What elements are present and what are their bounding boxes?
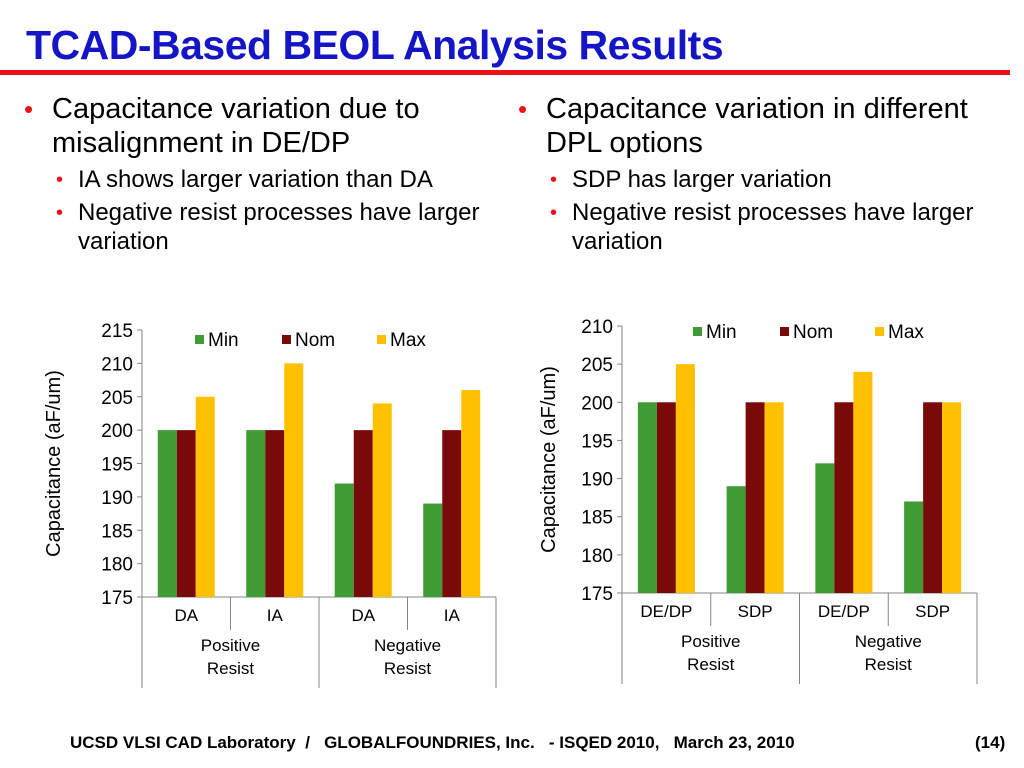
x-category-label: IA [267, 606, 284, 625]
bullet-dot-icon: • [550, 202, 558, 224]
bullet-dot-icon: • [56, 169, 64, 191]
sub-bullet-text: Negative resist processes have larger va… [572, 199, 974, 255]
legend-swatch-nom [780, 327, 789, 336]
bar-nom [353, 430, 373, 597]
bullet-dot-icon: • [550, 169, 558, 191]
bar-nom [923, 402, 943, 593]
bar-min [334, 483, 354, 597]
bar-nom [176, 430, 196, 597]
sub-bullet-item: • IA shows larger variation than DA [56, 165, 514, 194]
x-category-label: DE/DP [818, 602, 870, 621]
bar-max [461, 390, 481, 597]
x-category-label: DA [174, 606, 198, 625]
x-group-label: Positive [681, 632, 741, 651]
bar-nom [834, 402, 854, 593]
left-bullets: • Capacitance variation due to misalignm… [24, 92, 514, 260]
y-tick-label: 205 [101, 388, 133, 409]
bar-max [372, 403, 392, 597]
y-tick-label: 185 [101, 521, 133, 542]
x-group-label: Resist [687, 655, 735, 674]
legend-label: Min [208, 330, 239, 351]
bar-min [246, 430, 266, 597]
bar-nom [656, 402, 676, 593]
dpl-options-capacitance-chart: 175 180 185 190 195 200 205 210 Capacitance (aF/… [538, 317, 978, 684]
bullet-dot-icon: • [56, 202, 64, 224]
bar-nom [265, 430, 285, 597]
bar-max [853, 371, 873, 593]
sub-bullet-text: IA shows larger variation than DA [78, 166, 433, 193]
bullet-item: • Capacitance variation in different DPL… [518, 92, 1018, 160]
x-category-label: DE/DP [640, 602, 692, 621]
sub-bullet-item: • Negative resist processes have larger … [550, 198, 1018, 256]
y-tick-label: 215 [101, 321, 133, 342]
bullet-text: Capacitance variation in different DPL o… [546, 93, 968, 159]
y-tick-label: 175 [581, 584, 613, 605]
bar-nom [745, 402, 765, 593]
misalignment-capacitance-chart: 175 180 185 190 195 200 205 210 215 Capacitance (… [43, 321, 497, 688]
x-category-label: DA [351, 606, 375, 625]
x-category-label: IA [444, 606, 461, 625]
y-tick-label: 200 [101, 421, 133, 442]
bar-min [157, 430, 177, 597]
bar-max [284, 363, 304, 597]
bar-min [637, 402, 657, 593]
bar-max [675, 364, 695, 593]
y-tick-label: 195 [101, 455, 133, 476]
bar-min [815, 463, 835, 593]
legend-label: Min [706, 322, 737, 343]
page-number: (14) [975, 733, 1006, 752]
bullet-dot-icon: • [518, 94, 528, 124]
y-tick-label: 180 [581, 546, 613, 567]
x-group-label: Negative [374, 636, 441, 655]
y-tick-label: 210 [581, 317, 613, 338]
y-tick-label: 180 [101, 555, 133, 576]
legend-label: Nom [295, 330, 335, 351]
sub-bullet-text: Negative resist processes have larger va… [78, 199, 480, 255]
y-axis-label: Capacitance (aF/um) [43, 370, 65, 557]
legend-swatch-min [195, 335, 204, 344]
bar-min [726, 486, 746, 593]
bar-max [942, 402, 962, 593]
x-category-label: SDP [738, 602, 773, 621]
bar-max [764, 402, 784, 593]
bar-min [904, 501, 924, 593]
legend-swatch-min [693, 327, 702, 336]
bar-min [423, 503, 443, 597]
y-axis-label: Capacitance (aF/um) [538, 366, 560, 553]
sub-bullet-item: • SDP has larger variation [550, 165, 1018, 194]
sub-bullet-text: SDP has larger variation [572, 166, 832, 193]
x-group-label: Resist [865, 655, 913, 674]
bar-max [195, 396, 215, 597]
y-tick-label: 190 [101, 488, 133, 509]
title-divider [0, 70, 1010, 75]
slide-footer: UCSD VLSI CAD Laboratory / GLOBALFOUNDRI… [70, 733, 795, 752]
legend-label: Max [390, 330, 426, 351]
y-tick-label: 195 [581, 431, 613, 452]
legend-swatch-max [377, 335, 386, 344]
y-tick-label: 185 [581, 508, 613, 529]
x-group-label: Resist [207, 659, 255, 678]
legend-label: Nom [793, 322, 833, 343]
y-tick-label: 200 [581, 393, 613, 414]
sub-bullet-item: • Negative resist processes have larger … [56, 198, 514, 256]
x-group-label: Resist [384, 659, 432, 678]
bullet-text: Capacitance variation due to misalignmen… [52, 93, 420, 159]
y-tick-label: 210 [101, 354, 133, 375]
bullet-dot-icon: • [24, 94, 34, 124]
x-group-label: Positive [201, 636, 261, 655]
y-tick-label: 205 [581, 355, 613, 376]
slide-title: TCAD-Based BEOL Analysis Results [26, 22, 724, 68]
y-tick-label: 175 [101, 588, 133, 609]
legend-swatch-nom [282, 335, 291, 344]
x-category-label: SDP [915, 602, 950, 621]
legend-label: Max [888, 322, 924, 343]
legend-swatch-max [875, 327, 884, 336]
bar-nom [442, 430, 462, 597]
right-bullets: • Capacitance variation in different DPL… [518, 92, 1018, 260]
x-group-label: Negative [855, 632, 922, 651]
y-tick-label: 190 [581, 470, 613, 491]
bullet-item: • Capacitance variation due to misalignm… [24, 92, 514, 160]
